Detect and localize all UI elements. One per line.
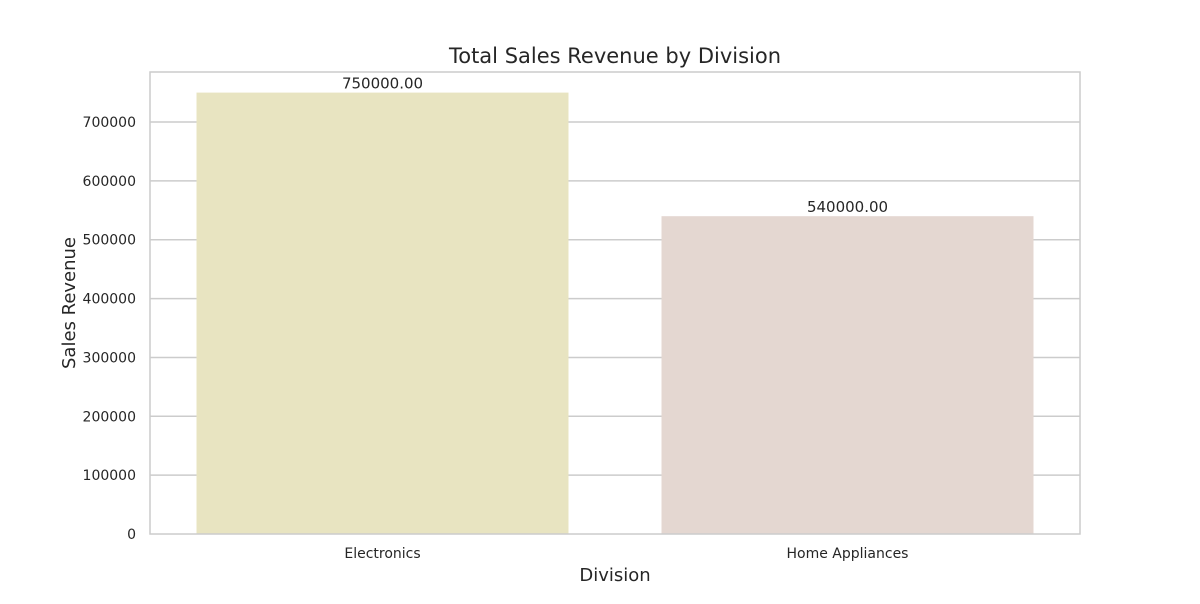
x-tick-label: Home Appliances [787,546,909,562]
bar [661,216,1034,534]
y-axis-ticks: 0 100000 200000 300000 400000 500000 600000 700… [83,115,136,543]
plot-frame [149,71,1081,535]
x-axis-ticks: Electronics Home Appliances [344,546,908,562]
y-tick-label: 200000 [83,409,136,425]
bar [196,92,569,534]
y-tick-label: 700000 [83,115,136,131]
y-tick-label: 400000 [83,292,136,308]
chart-title: Total Sales Revenue by Division [448,44,781,68]
y-axis-title: Sales Revenue [59,237,80,369]
bars [196,92,1034,534]
y-tick-label: 300000 [83,350,136,366]
y-tick-label: 600000 [83,174,136,190]
bar-value-label: 750000.00 [342,75,423,93]
bar-value-label: 540000.00 [807,198,888,216]
x-axis-title: Division [579,565,650,586]
data-labels: 750000.00 540000.00 [342,75,888,217]
x-tick-label: Electronics [344,546,420,562]
y-tick-label: 0 [127,527,136,543]
y-tick-label: 100000 [83,468,136,484]
y-tick-label: 500000 [83,233,136,249]
